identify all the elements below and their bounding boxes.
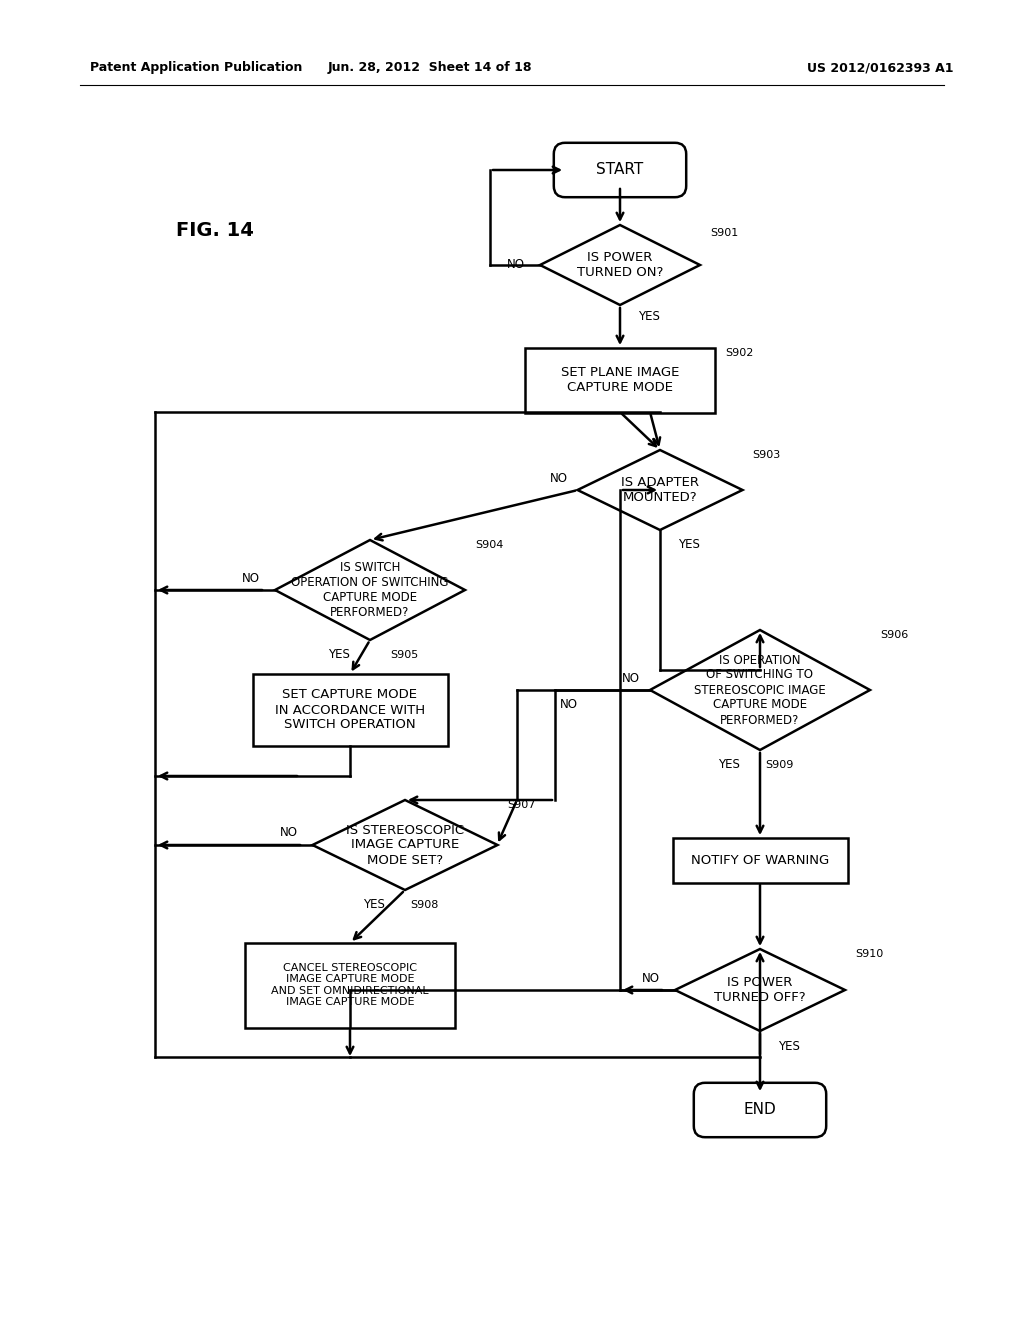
Text: S905: S905: [390, 649, 418, 660]
Text: Patent Application Publication: Patent Application Publication: [90, 62, 302, 74]
Polygon shape: [675, 949, 845, 1031]
Polygon shape: [312, 800, 498, 890]
Text: YES: YES: [678, 539, 699, 552]
Text: NO: NO: [550, 471, 568, 484]
Text: NO: NO: [280, 826, 298, 840]
Text: NO: NO: [507, 259, 525, 272]
Text: S901: S901: [710, 228, 738, 238]
Text: S907: S907: [507, 800, 536, 810]
Text: Jun. 28, 2012  Sheet 14 of 18: Jun. 28, 2012 Sheet 14 of 18: [328, 62, 532, 74]
Text: S902: S902: [725, 348, 754, 358]
Text: NO: NO: [622, 672, 640, 685]
Text: IS POWER
TURNED ON?: IS POWER TURNED ON?: [577, 251, 664, 279]
Text: S906: S906: [880, 630, 908, 640]
Text: IS STEREOSCOPIC
IMAGE CAPTURE
MODE SET?: IS STEREOSCOPIC IMAGE CAPTURE MODE SET?: [346, 824, 464, 866]
Text: FIG. 14: FIG. 14: [176, 220, 254, 239]
Text: YES: YES: [328, 648, 350, 661]
Text: IS ADAPTER
MOUNTED?: IS ADAPTER MOUNTED?: [621, 477, 699, 504]
Text: SET PLANE IMAGE
CAPTURE MODE: SET PLANE IMAGE CAPTURE MODE: [561, 366, 679, 393]
Bar: [673, 837, 848, 883]
Bar: [525, 347, 715, 412]
Text: YES: YES: [718, 759, 740, 771]
Polygon shape: [578, 450, 742, 531]
Bar: [245, 942, 455, 1027]
Text: SET CAPTURE MODE
IN ACCORDANCE WITH
SWITCH OPERATION: SET CAPTURE MODE IN ACCORDANCE WITH SWIT…: [274, 689, 425, 731]
Text: YES: YES: [364, 899, 385, 912]
Text: S910: S910: [855, 949, 884, 960]
Text: IS POWER
TURNED OFF?: IS POWER TURNED OFF?: [714, 975, 806, 1005]
Text: END: END: [743, 1102, 776, 1118]
Text: CANCEL STEREOSCOPIC
IMAGE CAPTURE MODE
AND SET OMNIDIRECTIONAL
IMAGE CAPTURE MOD: CANCEL STEREOSCOPIC IMAGE CAPTURE MODE A…: [271, 962, 429, 1007]
Text: US 2012/0162393 A1: US 2012/0162393 A1: [807, 62, 953, 74]
Text: START: START: [596, 162, 644, 177]
Text: YES: YES: [778, 1040, 800, 1052]
Polygon shape: [540, 224, 700, 305]
Text: S908: S908: [410, 900, 438, 909]
Text: YES: YES: [638, 310, 659, 323]
Text: S903: S903: [752, 450, 780, 459]
Text: NO: NO: [242, 572, 260, 585]
Text: IS OPERATION
OF SWITCHING TO
STEREOSCOPIC IMAGE
CAPTURE MODE
PERFORMED?: IS OPERATION OF SWITCHING TO STEREOSCOPI…: [694, 653, 826, 726]
Text: NOTIFY OF WARNING: NOTIFY OF WARNING: [691, 854, 829, 866]
Text: S904: S904: [475, 540, 504, 550]
Text: NO: NO: [560, 698, 578, 711]
FancyBboxPatch shape: [554, 143, 686, 197]
Bar: [253, 675, 447, 746]
Text: S909: S909: [765, 760, 794, 770]
FancyBboxPatch shape: [694, 1082, 826, 1138]
Polygon shape: [275, 540, 465, 640]
Polygon shape: [650, 630, 870, 750]
Text: IS SWITCH
OPERATION OF SWITCHING
CAPTURE MODE
PERFORMED?: IS SWITCH OPERATION OF SWITCHING CAPTURE…: [291, 561, 449, 619]
Text: NO: NO: [642, 972, 660, 985]
